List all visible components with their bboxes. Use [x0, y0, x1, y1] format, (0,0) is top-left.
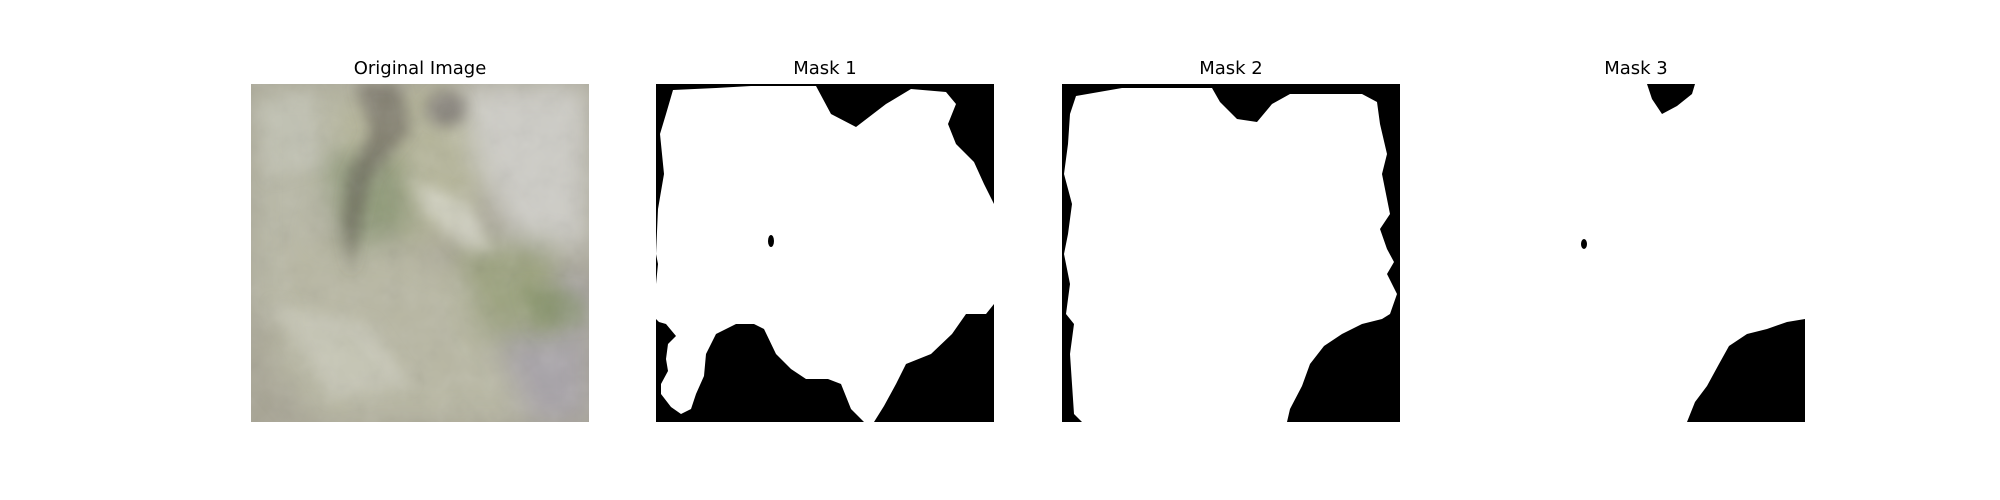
original-image — [251, 84, 589, 422]
mask-1-image — [656, 84, 994, 422]
original-image-panel — [251, 84, 589, 422]
mask-1-region — [656, 86, 994, 422]
mask-2-panel — [1062, 84, 1400, 422]
mask-3-title: Mask 3 — [1604, 58, 1668, 79]
original-image-title: Original Image — [353, 58, 487, 79]
mask-2-title: Mask 2 — [1199, 58, 1263, 79]
mask-1-panel — [656, 84, 994, 422]
mask-3-region — [1467, 84, 1805, 422]
mask-1-title: Mask 1 — [793, 58, 857, 79]
mask-2-region — [1064, 88, 1397, 422]
mask-3-panel — [1467, 84, 1805, 422]
mask-3-image — [1467, 84, 1805, 422]
mask-2-image — [1062, 84, 1400, 422]
